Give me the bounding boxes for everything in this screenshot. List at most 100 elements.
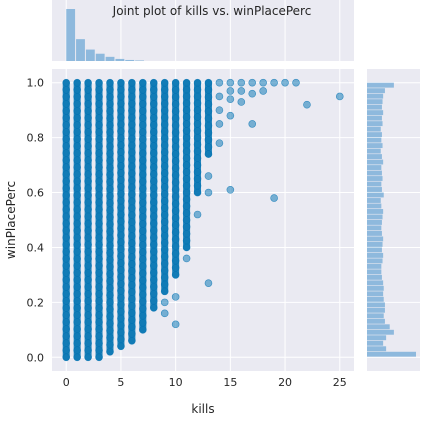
data-point (128, 141, 136, 150)
data-point (149, 149, 158, 157)
data-point (117, 259, 125, 267)
data-point (270, 78, 278, 87)
data-point (106, 100, 114, 108)
data-point (106, 263, 114, 271)
marginal-y-bar (367, 291, 384, 297)
data-point (84, 325, 92, 333)
data-point (128, 197, 136, 206)
marginal-y-bar (367, 148, 381, 154)
data-point (128, 85, 136, 94)
data-point (182, 175, 191, 183)
data-point (215, 120, 224, 128)
marginal-y-bar (367, 296, 384, 302)
data-point (106, 319, 114, 328)
data-point (160, 204, 169, 212)
data-point (128, 218, 136, 227)
marginal-y-bar (367, 187, 382, 192)
data-point (171, 100, 180, 108)
data-point (62, 135, 71, 143)
data-point (62, 128, 71, 136)
data-point (128, 246, 136, 254)
marginal-y-bar (367, 346, 387, 352)
data-point (171, 157, 180, 165)
data-point (62, 163, 71, 172)
data-point (160, 134, 169, 143)
data-point (182, 147, 191, 156)
data-point (95, 128, 103, 136)
data-point (95, 219, 103, 228)
data-point (139, 283, 147, 292)
data-point (62, 212, 71, 221)
marginal-y-bar (367, 329, 394, 335)
data-point (215, 139, 224, 147)
data-point (182, 181, 191, 190)
data-point (73, 304, 81, 312)
data-point (62, 198, 71, 207)
scatter-points (62, 78, 344, 362)
data-point (84, 212, 92, 221)
data-point (149, 100, 158, 108)
marginal-y-bar (367, 93, 384, 99)
data-point (160, 162, 169, 170)
data-point (182, 126, 191, 135)
data-point (95, 114, 103, 122)
data-point (84, 170, 92, 179)
data-point (204, 128, 213, 137)
data-point (84, 346, 92, 355)
y-tick-label: 0.2 (27, 296, 45, 309)
data-point (84, 268, 92, 277)
data-point (73, 198, 81, 207)
data-point (128, 253, 136, 261)
data-point (62, 85, 71, 94)
data-point (73, 135, 81, 143)
data-point (117, 321, 125, 330)
data-point (182, 202, 191, 211)
data-point (171, 135, 180, 144)
data-point (117, 196, 125, 205)
data-point (139, 177, 147, 186)
data-point (193, 154, 202, 163)
data-point (117, 113, 125, 122)
data-point (95, 100, 103, 108)
data-point (128, 148, 136, 157)
data-point (139, 304, 147, 313)
marginal-y-bar (367, 230, 382, 236)
data-point (73, 290, 81, 298)
data-point (237, 87, 246, 95)
data-point (95, 170, 103, 179)
data-point (117, 314, 125, 323)
data-point (62, 247, 71, 256)
data-point (84, 163, 92, 172)
data-point (62, 346, 71, 355)
data-point (73, 156, 81, 164)
data-point (335, 92, 344, 101)
marginal-y-bar (367, 203, 382, 209)
data-point (204, 150, 213, 158)
x-tick-labels: 0 5 10 15 20 25 (63, 376, 347, 389)
data-point (95, 198, 103, 207)
data-point (171, 178, 180, 187)
data-point (139, 297, 147, 306)
data-point (106, 234, 114, 243)
data-point (204, 107, 213, 116)
data-point (149, 289, 158, 298)
data-point (204, 136, 213, 144)
data-point (128, 316, 136, 324)
data-point (128, 190, 136, 199)
data-point (193, 168, 202, 176)
data-point (149, 78, 158, 87)
data-point (226, 95, 235, 103)
data-point (62, 170, 71, 179)
marginal-x-bar (76, 39, 85, 61)
data-point (171, 263, 180, 272)
data-point (182, 229, 191, 238)
data-point (73, 297, 81, 305)
marginal-y-bar (367, 302, 385, 308)
data-point (139, 290, 147, 299)
data-point (160, 252, 169, 261)
marginal-y-bar (367, 121, 383, 127)
data-point (95, 226, 103, 235)
data-point (117, 210, 125, 219)
data-point (139, 311, 147, 320)
data-point (139, 326, 147, 334)
